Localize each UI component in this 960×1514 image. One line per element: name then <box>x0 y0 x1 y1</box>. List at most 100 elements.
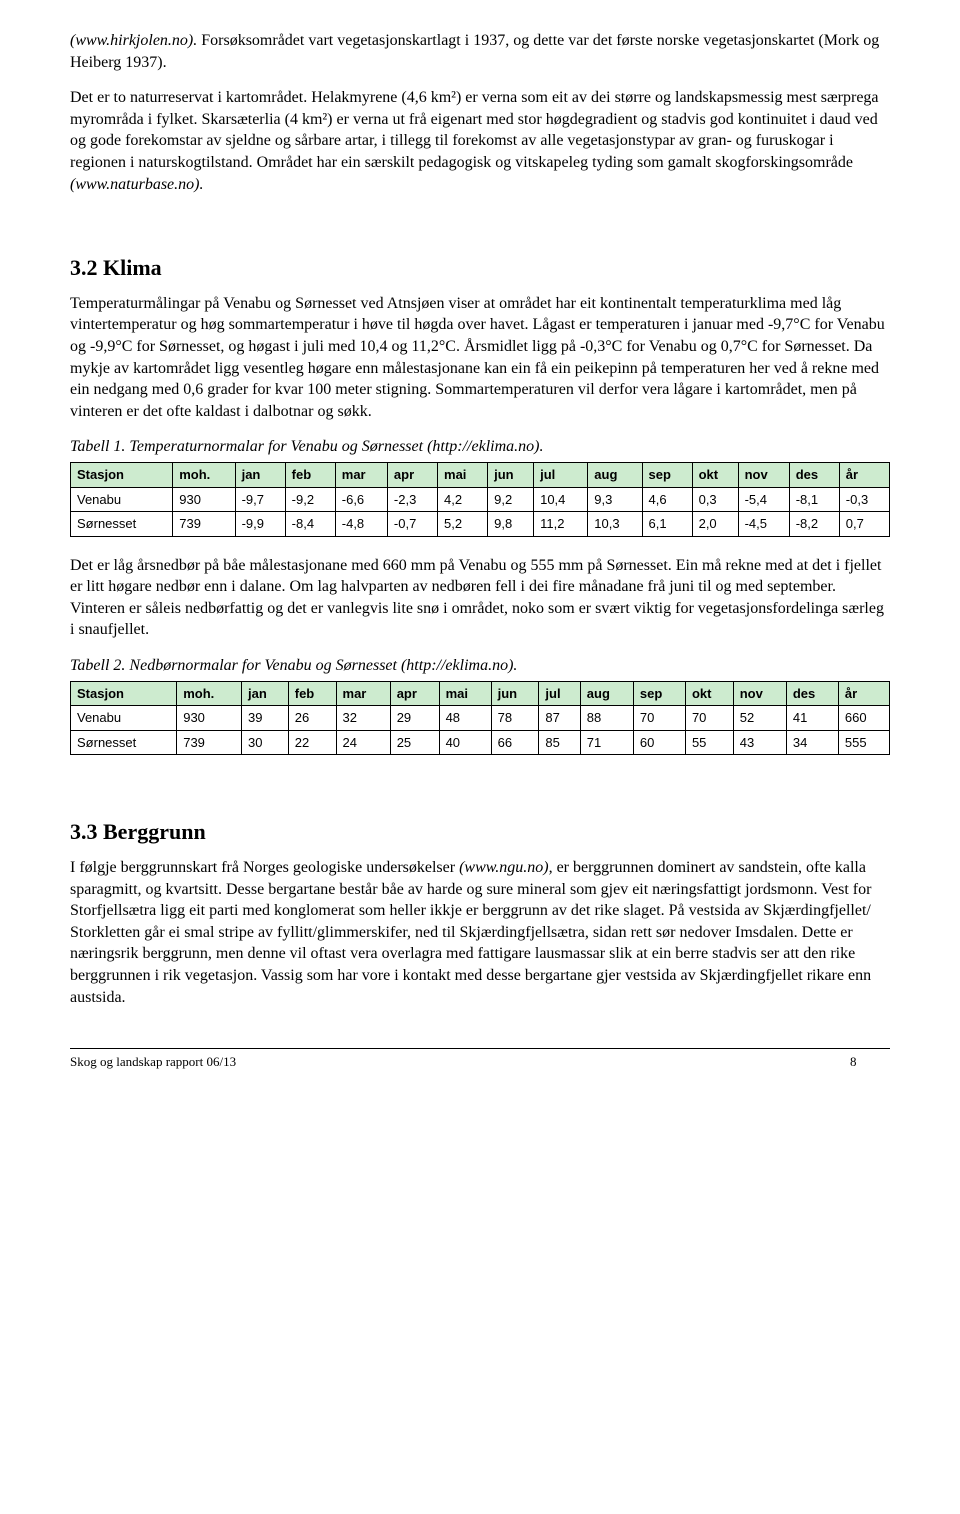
cell: 43 <box>733 730 786 755</box>
berg-text-post: er berggrunnen dominert av sandstein, of… <box>70 859 871 1006</box>
cell: 0,3 <box>692 487 738 512</box>
cell: 78 <box>491 706 539 731</box>
cell: -0,3 <box>839 487 889 512</box>
col-header: feb <box>288 681 336 706</box>
klima-paragraph-2: Det er låg årsnedbør på båe målestasjona… <box>70 555 890 641</box>
cell: -4,8 <box>335 512 387 537</box>
cell: 39 <box>242 706 289 731</box>
cell: Sørnesset <box>71 730 177 755</box>
cell: -9,7 <box>235 487 285 512</box>
cell: 930 <box>173 487 235 512</box>
cell: 52 <box>733 706 786 731</box>
col-header: jun <box>488 463 534 488</box>
col-header: jan <box>242 681 289 706</box>
cell: 70 <box>633 706 685 731</box>
klima-paragraph-1: Temperaturmålingar på Venabu og Sørnesse… <box>70 293 890 423</box>
cell: 40 <box>439 730 491 755</box>
link-text: (www.naturbase.no). <box>70 176 203 193</box>
table1-caption: Tabell 1. Temperaturnormalar for Venabu … <box>70 436 890 458</box>
heading-berggrunn: 3.3 Berggrunn <box>70 817 890 847</box>
cell: 22 <box>288 730 336 755</box>
col-header: mar <box>335 463 387 488</box>
col-header: okt <box>685 681 733 706</box>
cell: 6,1 <box>642 512 692 537</box>
col-header: apr <box>387 463 437 488</box>
col-header: nov <box>738 463 789 488</box>
col-header: moh. <box>173 463 235 488</box>
cell: 25 <box>390 730 439 755</box>
cell: 70 <box>685 706 733 731</box>
col-header: des <box>786 681 838 706</box>
cell: 0,7 <box>839 512 889 537</box>
cell: 24 <box>336 730 390 755</box>
col-header: år <box>839 463 889 488</box>
berg-text-pre: I følgje berggrunnskart frå Norges geolo… <box>70 859 459 876</box>
table2-caption: Tabell 2. Nedbørnormalar for Venabu og S… <box>70 655 890 677</box>
cell: -8,4 <box>285 512 335 537</box>
table-temperature: Stasjon moh. jan feb mar apr mai jun jul… <box>70 462 890 537</box>
cell: 739 <box>173 512 235 537</box>
table-header-row: Stasjon moh. jan feb mar apr mai jun jul… <box>71 463 890 488</box>
table-row: Sørnesset 739 30 22 24 25 40 66 85 71 60… <box>71 730 890 755</box>
spacer <box>70 773 890 787</box>
col-header: feb <box>285 463 335 488</box>
cell: 9,3 <box>588 487 642 512</box>
cell: 9,2 <box>488 487 534 512</box>
link-text: (www.ngu.no), <box>459 859 552 876</box>
col-header: mai <box>438 463 488 488</box>
col-header: jul <box>534 463 588 488</box>
cell: 2,0 <box>692 512 738 537</box>
spacer <box>70 209 890 223</box>
col-header: okt <box>692 463 738 488</box>
table-precipitation: Stasjon moh. jan feb mar apr mai jun jul… <box>70 681 890 756</box>
table-row: Sørnesset 739 -9,9 -8,4 -4,8 -0,7 5,2 9,… <box>71 512 890 537</box>
col-header: mai <box>439 681 491 706</box>
cell: 66 <box>491 730 539 755</box>
cell: 29 <box>390 706 439 731</box>
cell: -6,6 <box>335 487 387 512</box>
cell: 9,8 <box>488 512 534 537</box>
cell: 5,2 <box>438 512 488 537</box>
cell: -9,9 <box>235 512 285 537</box>
col-header: des <box>789 463 839 488</box>
page-footer: Skog og landskap rapport 06/13 8 <box>70 1048 890 1071</box>
cell: 85 <box>539 730 580 755</box>
footer-page-number: 8 <box>850 1053 890 1071</box>
table-header-row: Stasjon moh. jan feb mar apr mai jun jul… <box>71 681 890 706</box>
cell: -5,4 <box>738 487 789 512</box>
table-row: Venabu 930 39 26 32 29 48 78 87 88 70 70… <box>71 706 890 731</box>
cell: 660 <box>838 706 889 731</box>
col-header: apr <box>390 681 439 706</box>
cell: 555 <box>838 730 889 755</box>
heading-klima: 3.2 Klima <box>70 253 890 283</box>
cell: 87 <box>539 706 580 731</box>
cell: -8,1 <box>789 487 839 512</box>
cell: Venabu <box>71 487 173 512</box>
cell: -9,2 <box>285 487 335 512</box>
cell: 34 <box>786 730 838 755</box>
cell: 60 <box>633 730 685 755</box>
col-header: moh. <box>177 681 242 706</box>
para2-text: Det er to naturreservat i kartområdet. H… <box>70 89 879 171</box>
cell: 71 <box>580 730 633 755</box>
footer-report-id: Skog og landskap rapport 06/13 <box>70 1053 850 1071</box>
col-header: aug <box>588 463 642 488</box>
cell: 10,4 <box>534 487 588 512</box>
col-header: Stasjon <box>71 681 177 706</box>
cell: 10,3 <box>588 512 642 537</box>
cell: 4,2 <box>438 487 488 512</box>
cell: -4,5 <box>738 512 789 537</box>
col-header: Stasjon <box>71 463 173 488</box>
cell: 4,6 <box>642 487 692 512</box>
intro-paragraph-1: (www.hirkjolen.no). Forsøksområdet vart … <box>70 30 890 73</box>
cell: Venabu <box>71 706 177 731</box>
berggrunn-paragraph: I følgje berggrunnskart frå Norges geolo… <box>70 857 890 1008</box>
cell: 55 <box>685 730 733 755</box>
cell: -0,7 <box>387 512 437 537</box>
col-header: jun <box>491 681 539 706</box>
col-header: sep <box>642 463 692 488</box>
cell: 930 <box>177 706 242 731</box>
cell: 739 <box>177 730 242 755</box>
cell: -2,3 <box>387 487 437 512</box>
col-header: jul <box>539 681 580 706</box>
